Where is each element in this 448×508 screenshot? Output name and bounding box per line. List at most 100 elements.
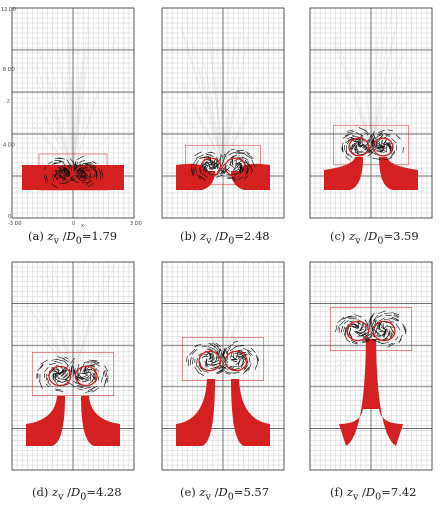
panel-c: (c) zv /D0=3.59 [298,0,448,246]
velocity-vector [91,361,100,365]
velocity-vector [341,142,344,150]
velocity-vector [233,341,238,343]
streak-line [222,102,254,166]
velocity-vector [54,388,62,391]
axis-tick-label: 3 D0 [130,221,142,227]
velocity-vector [372,157,382,160]
velocity-vector [63,166,66,173]
streak-line [72,17,89,173]
velocity-vector [73,365,75,374]
velocity-vector [40,364,44,369]
velocity-vector [237,355,245,358]
velocity-vector [370,139,374,148]
velocity-vector [372,314,379,322]
velocity-vector [215,342,221,347]
velocity-vector [51,162,56,165]
velocity-vector [209,164,211,170]
velocity-vector [73,381,81,386]
velocity-vector [335,325,338,333]
streak-line [370,9,400,146]
velocity-vector [227,176,236,179]
velocity-vector [76,155,85,161]
velocity-vector [347,131,355,134]
velocity-vector [204,360,209,368]
velocity-vector [62,358,69,362]
velocity-vector [202,163,207,172]
velocity-vector [388,342,393,346]
velocity-vector [238,176,244,180]
caption-e: (e) zv /D0=5.57 [180,485,270,503]
streak-line [209,39,224,166]
streak-line [370,32,379,146]
velocity-vector [82,367,86,373]
velocity-vector [230,148,235,151]
velocity-vector [208,167,213,170]
velocity-vector [377,310,386,314]
streak-line [183,82,224,166]
streak-line [72,59,82,173]
streak-line [72,58,84,173]
velocity-vector [73,161,77,169]
velocity-vector [370,131,376,137]
velocity-vector [238,364,243,368]
velocity-vector [340,325,344,333]
velocity-vector [337,316,345,323]
streak-line [67,19,74,173]
velocity-vector [348,327,352,336]
streak-line [370,102,383,146]
velocity-vector [347,153,353,158]
vortex-core-left [346,320,370,342]
velocity-vector [104,365,109,372]
vortex-box [31,352,115,396]
streak-line [72,69,80,173]
velocity-vector [70,357,76,364]
velocity-vector [230,155,235,159]
velocity-vector [54,373,59,378]
velocity-vector [92,372,96,381]
streak-line [54,269,74,375]
flow-shading [178,21,272,166]
velocity-vector [92,360,100,364]
velocity-vector [364,132,369,136]
vortex-core-right [224,350,248,372]
vortex-box [333,124,409,166]
streak-line [34,328,74,375]
velocity-vector [391,316,399,321]
velocity-vector [201,355,208,358]
velocity-vector [68,382,76,388]
velocity-vector [247,153,254,159]
velocity-vector [391,317,399,322]
velocity-vector [241,156,249,161]
velocity-vector [90,365,96,368]
streak-line [72,286,93,375]
streak-line [222,26,237,166]
velocity-vector [80,376,89,380]
streak-line [222,102,256,166]
velocity-vector [381,342,389,345]
velocity-vector [60,172,65,175]
velocity-vector [208,355,214,360]
streak-line [180,28,224,166]
velocity-vector [229,163,235,168]
streak-line [370,76,413,146]
velocity-vector [402,323,406,332]
velocity-vector [218,366,223,370]
velocity-vector [195,173,201,180]
velocity-vector [339,319,346,327]
streak-line [333,41,372,146]
velocity-vector [227,177,235,180]
red-leg-right [379,157,418,190]
velocity-vector [358,138,364,146]
velocity-vector [378,342,384,344]
velocity-vector [372,339,381,343]
streak-line [45,270,74,375]
velocity-vector [344,334,348,340]
velocity-vector [206,161,211,164]
flow-shading [24,261,116,386]
velocity-vector [233,365,239,368]
flow-field-plot-b [161,7,285,219]
velocity-vector [235,171,241,175]
velocity-vector [244,364,249,371]
vortex-core-right [224,157,246,177]
